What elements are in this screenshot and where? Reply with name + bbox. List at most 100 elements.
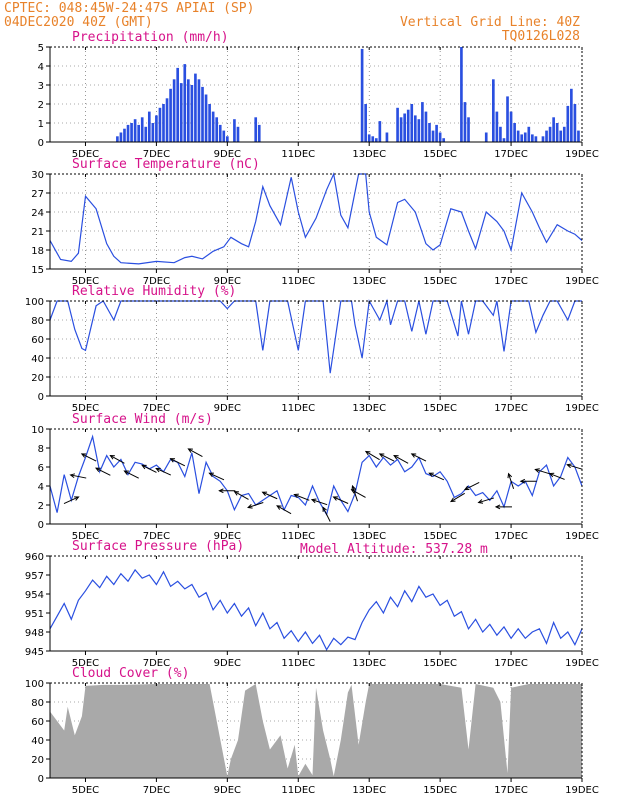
x-tick-label: 13DEC	[352, 149, 386, 160]
precip-bar	[499, 126, 502, 142]
wind-arrow-head	[566, 463, 572, 469]
precip-bar	[186, 79, 190, 142]
y-tick-label: 948	[25, 628, 44, 639]
wind-arrow	[507, 472, 515, 489]
wind-arrow-shaft	[124, 470, 139, 479]
x-tick-label: 15DEC	[423, 658, 457, 669]
x-tick-label: 19DEC	[565, 403, 599, 414]
precip-bar	[126, 124, 130, 142]
precip-bar	[502, 138, 506, 142]
wind-arrow-shaft	[365, 451, 380, 461]
y-tick-label: 6	[38, 463, 44, 474]
y-tick-label: 20	[31, 373, 44, 384]
precip-bar	[385, 132, 389, 142]
cloud-cover-area	[50, 684, 582, 778]
wind-arrow	[364, 450, 380, 461]
panel-title-pressure: Surface Pressure (hPa)	[72, 539, 244, 554]
precip-bar	[552, 117, 555, 142]
precip-bar	[403, 113, 406, 142]
wind-arrow-head	[233, 491, 240, 496]
wind-arrow	[123, 470, 139, 479]
wind-arrow-head	[507, 472, 513, 479]
precip-bar	[492, 79, 495, 142]
x-tick-label: 9DEC	[214, 658, 241, 669]
x-tick-label: 17DEC	[494, 531, 528, 542]
y-tick-label: 0	[38, 392, 44, 403]
y-tick-label: 100	[25, 297, 44, 308]
precip-bar	[484, 132, 488, 142]
wind-arrow	[566, 463, 583, 470]
precip-bar	[555, 123, 559, 142]
y-tick-label: 60	[31, 717, 44, 728]
precip-bar	[201, 86, 204, 142]
y-tick-label: 960	[25, 552, 44, 563]
precip-bar	[424, 111, 428, 142]
x-tick-label: 11DEC	[281, 403, 315, 414]
x-tick-label: 13DEC	[352, 785, 386, 796]
y-tick-label: 20	[31, 755, 44, 766]
x-tick-label: 17DEC	[494, 403, 528, 414]
wind-arrow-head	[69, 473, 76, 479]
x-tick-label: 17DEC	[494, 785, 528, 796]
y-tick-label: 0	[38, 520, 44, 531]
x-tick-label: 9DEC	[214, 276, 241, 287]
y-tick-label: 100	[25, 679, 44, 690]
wind-arrow-head	[109, 454, 115, 460]
precip-bar	[548, 126, 552, 142]
x-tick-label: 13DEC	[352, 531, 386, 542]
precip-bar	[364, 104, 367, 142]
wind-arrow-shaft	[141, 464, 157, 473]
panel-title-precip: Precipitation (mm/h)	[72, 30, 229, 45]
x-tick-label: 5DEC	[72, 531, 99, 542]
pressure-series-line	[49, 568, 583, 651]
precip-bar	[226, 136, 229, 142]
wind-arrow-shaft	[188, 448, 203, 458]
precip-bar	[545, 130, 548, 142]
wind-arrow	[218, 488, 236, 494]
x-tick-label: 13DEC	[352, 403, 386, 414]
wind-arrow-head	[187, 448, 193, 453]
precip-bar	[211, 111, 215, 142]
x-tick-label: 11DEC	[281, 531, 315, 542]
wind-arrow	[208, 472, 225, 481]
x-tick-label: 15DEC	[423, 403, 457, 414]
x-tick-label: 17DEC	[494, 149, 528, 160]
precip-bar	[396, 107, 399, 142]
temp-series-line	[49, 171, 583, 265]
wind-arrow-head	[276, 505, 282, 510]
wind-arrow-shaft	[63, 496, 79, 504]
precip-bar	[130, 123, 133, 142]
precip-bar	[190, 85, 194, 142]
wind-arrow	[80, 453, 97, 462]
wind-arrow-head	[95, 467, 101, 473]
wind-arrow-head	[477, 499, 484, 504]
precip-bar	[410, 104, 414, 142]
precip-bar	[566, 105, 570, 142]
precip-bar	[506, 96, 509, 142]
x-tick-label: 17DEC	[494, 276, 528, 287]
precip-bar	[371, 136, 375, 142]
panel-cloud: Cloud Cover (%) 0 20 40 60 80 100 5DEC 7DEC 9DEC 1…	[25, 666, 599, 796]
wind-arrow	[233, 491, 249, 500]
wind-arrow-shaft	[508, 473, 515, 489]
wind-arrow-shaft	[70, 474, 87, 479]
rh-series-line	[49, 298, 582, 374]
precip-bar	[428, 123, 431, 142]
wind-arrow-head	[450, 497, 456, 503]
precip-bar	[155, 115, 158, 142]
wind-arrow-shaft	[110, 455, 125, 464]
y-tick-label: 5	[38, 43, 44, 54]
precip-bar	[158, 107, 162, 142]
wind-arrow	[378, 453, 395, 462]
x-tick-label: 5DEC	[72, 785, 99, 796]
x-tick-label: 5DEC	[72, 658, 99, 669]
precip-bar	[116, 136, 119, 142]
wind-arrow-shaft	[95, 467, 111, 476]
precip-bar	[208, 104, 211, 142]
y-tick-label: 60	[31, 335, 44, 346]
y-tick-label: 27	[31, 189, 44, 200]
y-tick-label: 8	[38, 444, 44, 455]
precip-bar	[374, 138, 378, 142]
wind-arrow-head	[428, 472, 434, 477]
